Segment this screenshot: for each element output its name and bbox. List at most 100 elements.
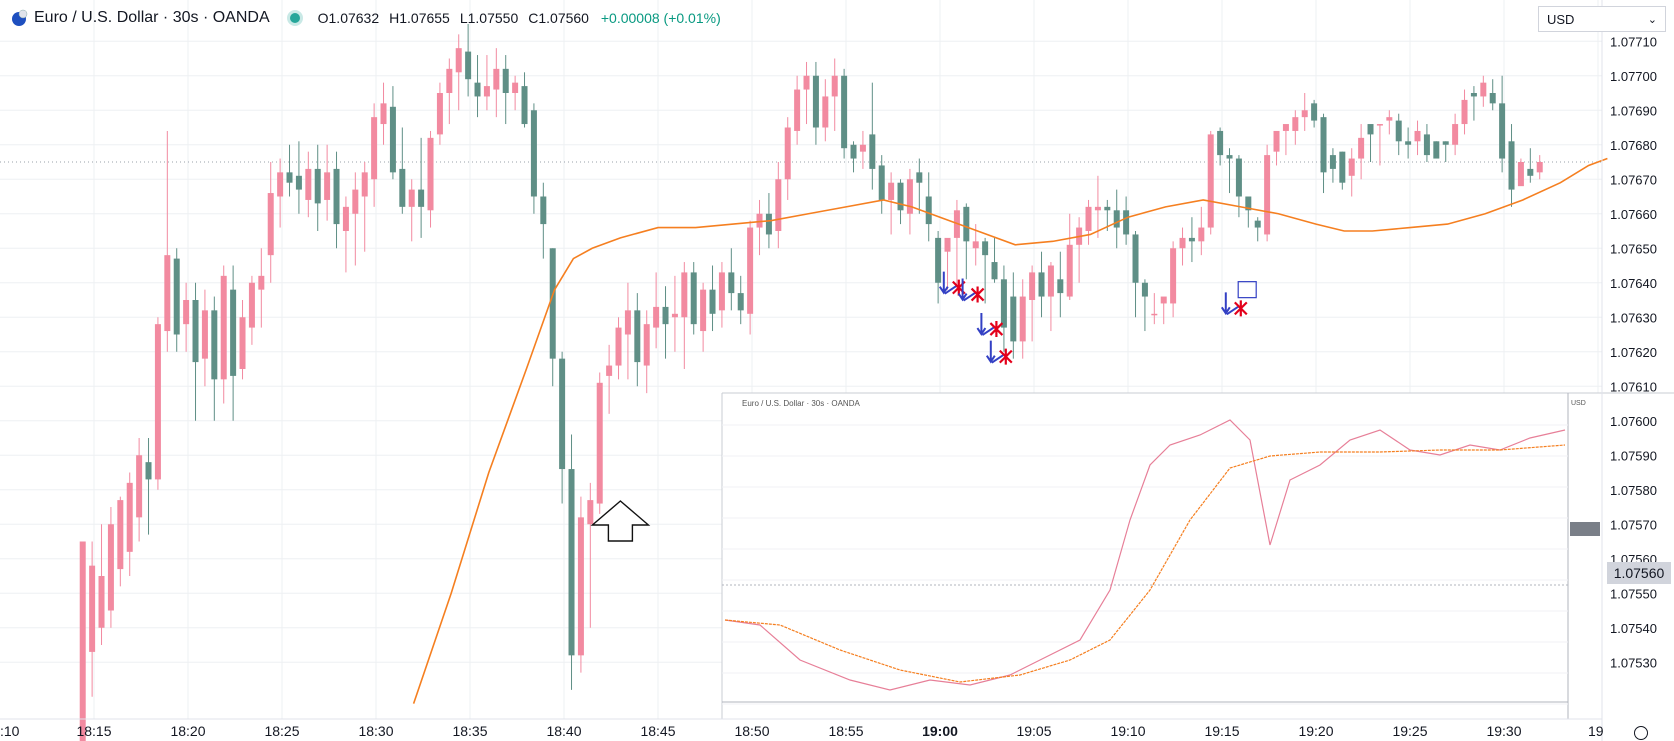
candle-body xyxy=(239,317,246,369)
candle-body xyxy=(1311,103,1318,121)
candle xyxy=(1517,158,1524,187)
ohlc-values: O1.07632 H1.07655 L1.07550 C1.07560 +0.0000… xyxy=(318,10,721,26)
candle xyxy=(1038,251,1045,318)
inset-chart-screenshot: Euro / U.S. Dollar · 30s · OANDA USD xyxy=(721,392,1674,719)
candle-body xyxy=(1019,296,1026,342)
time-tick: 18:40 xyxy=(546,723,581,739)
currency-label: USD xyxy=(1547,11,1575,27)
candle-body xyxy=(1000,279,1007,328)
time-axis: :10 18:15 18:20 18:25 18:30 18:35 18:40 18:45 18… xyxy=(0,723,1604,739)
candle xyxy=(756,199,763,256)
candle-body xyxy=(756,213,763,228)
candle xyxy=(1245,196,1252,228)
candle xyxy=(1047,262,1054,332)
inset-ma-line xyxy=(724,444,1566,683)
candle xyxy=(643,310,650,394)
candle-body xyxy=(587,500,594,525)
candle-body xyxy=(1198,227,1205,242)
candle xyxy=(1414,120,1421,156)
candle xyxy=(1235,155,1242,218)
price-tick: 1.07710 xyxy=(1610,34,1657,49)
candle xyxy=(493,48,500,118)
price-tick: 1.07600 xyxy=(1610,414,1657,429)
candle-body xyxy=(446,68,453,93)
candle-body xyxy=(352,189,359,214)
settings-gear-icon[interactable] xyxy=(1634,726,1648,740)
candle xyxy=(455,34,462,111)
candle-body xyxy=(483,86,490,97)
time-tick: 18:25 xyxy=(264,723,299,739)
candle xyxy=(897,179,904,225)
candle-body xyxy=(1405,141,1412,145)
candle-body xyxy=(1010,296,1017,342)
candle-body xyxy=(530,110,537,197)
candle-body xyxy=(1245,196,1252,211)
candle-body xyxy=(389,106,396,173)
candle xyxy=(201,289,208,387)
candle-body xyxy=(230,289,237,376)
candle xyxy=(1508,124,1515,207)
candle-body xyxy=(1452,124,1459,145)
time-tick: 18:45 xyxy=(640,723,675,739)
candle xyxy=(183,282,190,352)
candle-body xyxy=(211,310,218,380)
candle-body xyxy=(944,237,951,252)
candle xyxy=(963,203,970,280)
candle xyxy=(540,182,547,259)
candle xyxy=(389,86,396,180)
time-tick: 18:20 xyxy=(170,723,205,739)
candle-body xyxy=(991,262,998,280)
candle-body xyxy=(295,175,302,190)
candle-body xyxy=(812,75,819,128)
candle xyxy=(248,275,255,345)
candle-body xyxy=(916,172,923,183)
candle-body xyxy=(1132,234,1139,283)
candle xyxy=(1132,231,1139,318)
hollow-up-arrow-icon xyxy=(590,500,651,542)
candle xyxy=(98,524,105,645)
candle-body xyxy=(324,172,331,200)
candle-body xyxy=(1339,151,1346,183)
candle xyxy=(314,144,321,231)
candle xyxy=(192,282,199,421)
candle xyxy=(559,351,566,504)
candle-body xyxy=(361,172,368,197)
price-tick: 1.07550 xyxy=(1610,586,1657,601)
candle-body xyxy=(1066,244,1073,297)
time-tick: 19:10 xyxy=(1110,723,1145,739)
candle-body xyxy=(897,182,904,211)
candle xyxy=(1320,113,1327,194)
symbol-title[interactable]: Euro / U.S. Dollar · 30s · OANDA xyxy=(34,9,270,26)
candle-body xyxy=(878,165,885,200)
candle xyxy=(1198,206,1205,256)
candle-body xyxy=(145,462,152,480)
candle-body xyxy=(1188,237,1195,242)
candle xyxy=(342,196,349,273)
candles-layer xyxy=(79,24,1543,741)
candle-body xyxy=(634,310,641,363)
candle xyxy=(286,144,293,197)
candle-body xyxy=(1085,206,1092,231)
candle xyxy=(126,472,133,576)
candle xyxy=(502,55,509,125)
candle-body xyxy=(286,172,293,183)
candle-body xyxy=(935,237,942,283)
candle xyxy=(1019,279,1026,359)
candle-body xyxy=(1423,134,1430,156)
candle-body xyxy=(399,168,406,207)
currency-selector[interactable]: USD ⌄ xyxy=(1538,6,1666,32)
candle-body xyxy=(568,469,575,656)
candle xyxy=(173,248,180,352)
candle-body xyxy=(925,196,932,225)
candle xyxy=(521,72,528,128)
candle-body xyxy=(653,306,660,328)
candle xyxy=(1207,130,1214,235)
annotations-layer xyxy=(590,271,1257,542)
candle-body xyxy=(1217,130,1224,156)
candle-body xyxy=(342,206,349,231)
candle-body xyxy=(1113,210,1120,228)
candle-body xyxy=(107,524,114,611)
candle xyxy=(446,58,453,125)
candle-body xyxy=(963,206,970,242)
